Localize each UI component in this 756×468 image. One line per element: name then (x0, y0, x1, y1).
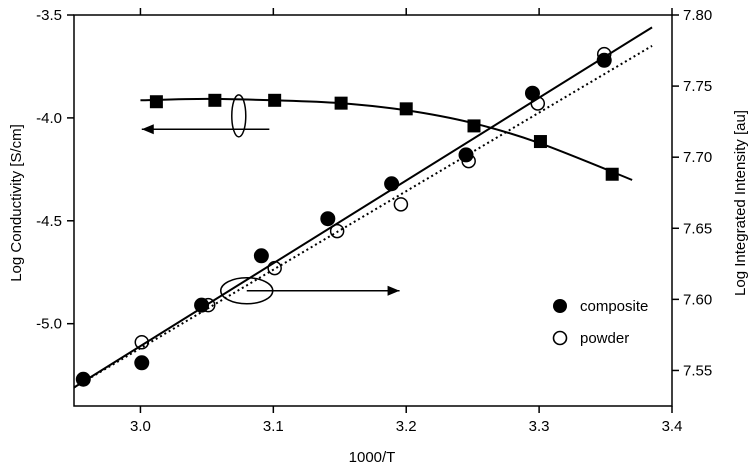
data-point-composite (75, 371, 91, 387)
data-point-intensity (533, 135, 547, 149)
plot-border (73, 14, 673, 407)
data-point-powder (596, 46, 612, 62)
x-tick-label: 3.4 (662, 418, 683, 435)
data-point-composite (524, 85, 540, 101)
legend-marker-composite (553, 299, 567, 313)
data-point-composite (134, 355, 150, 371)
annotation-ellipse-left (231, 94, 247, 138)
y-right-tick-label: 7.80 (683, 7, 712, 24)
y-axis-right: 7.80 7.75 7.70 7.65 7.60 7.55 (672, 7, 712, 379)
fit-line-powder (73, 45, 653, 389)
plot-frame (73, 14, 673, 407)
data-point-composite (384, 176, 400, 192)
y-right-tick-label: 7.75 (683, 78, 712, 95)
data-point-powder (329, 223, 345, 239)
data-point-intensity (149, 95, 163, 109)
legend-marker-powder (552, 330, 568, 346)
y-axis-left: -3.5 -4.0 -4.5 -5.0 (36, 7, 74, 333)
data-point-intensity (268, 93, 282, 107)
x-axis: 3.0 3.1 3.2 3.3 3.4 (130, 8, 682, 435)
x-tick-label: 3.3 (529, 418, 550, 435)
annotations (141, 94, 400, 305)
annotation-arrow-right-head (387, 285, 400, 296)
legend-label-composite: composite (580, 298, 648, 315)
x-axis-title: 1000/T (349, 449, 396, 466)
x-tick-label: 3.1 (263, 418, 284, 435)
data-point-powder (461, 153, 476, 169)
data-point-powder (393, 197, 409, 212)
data-point-powder (134, 334, 150, 350)
y-right-tick-label: 7.55 (683, 362, 712, 379)
fit-curve-intensity (140, 97, 633, 181)
data-point-powder (200, 297, 216, 313)
fit-line-composite (73, 26, 653, 389)
legend-label-powder: powder (580, 330, 629, 347)
data-point-intensity (208, 93, 222, 107)
y-right-tick-label: 7.65 (683, 220, 712, 237)
y-axis-right-title: Log Integrated Intensity [au] (732, 110, 749, 296)
y-left-tick-label: -3.5 (36, 7, 62, 24)
data-point-powder (267, 260, 282, 276)
x-tick-label: 3.2 (396, 418, 417, 435)
data-point-powder (530, 96, 546, 111)
data-point-intensity (399, 102, 413, 116)
data-point-intensity (334, 96, 348, 110)
data-point-composite (320, 211, 336, 227)
markers (75, 46, 619, 387)
y-axis-left-title: Log Conductivity [S/cm] (8, 124, 25, 282)
data-point-intensity (467, 119, 481, 133)
legend: composite powder (552, 298, 648, 347)
x-tick-label: 3.0 (130, 418, 151, 435)
y-right-tick-label: 7.60 (683, 291, 712, 308)
y-left-tick-label: -5.0 (36, 316, 62, 333)
y-left-tick-label: -4.5 (36, 213, 62, 230)
data-point-intensity (605, 167, 619, 181)
data-point-composite (253, 248, 269, 264)
y-right-tick-label: 7.70 (683, 149, 712, 166)
annotation-arrow-left-head (141, 124, 154, 135)
y-left-tick-label: -4.0 (36, 110, 62, 127)
